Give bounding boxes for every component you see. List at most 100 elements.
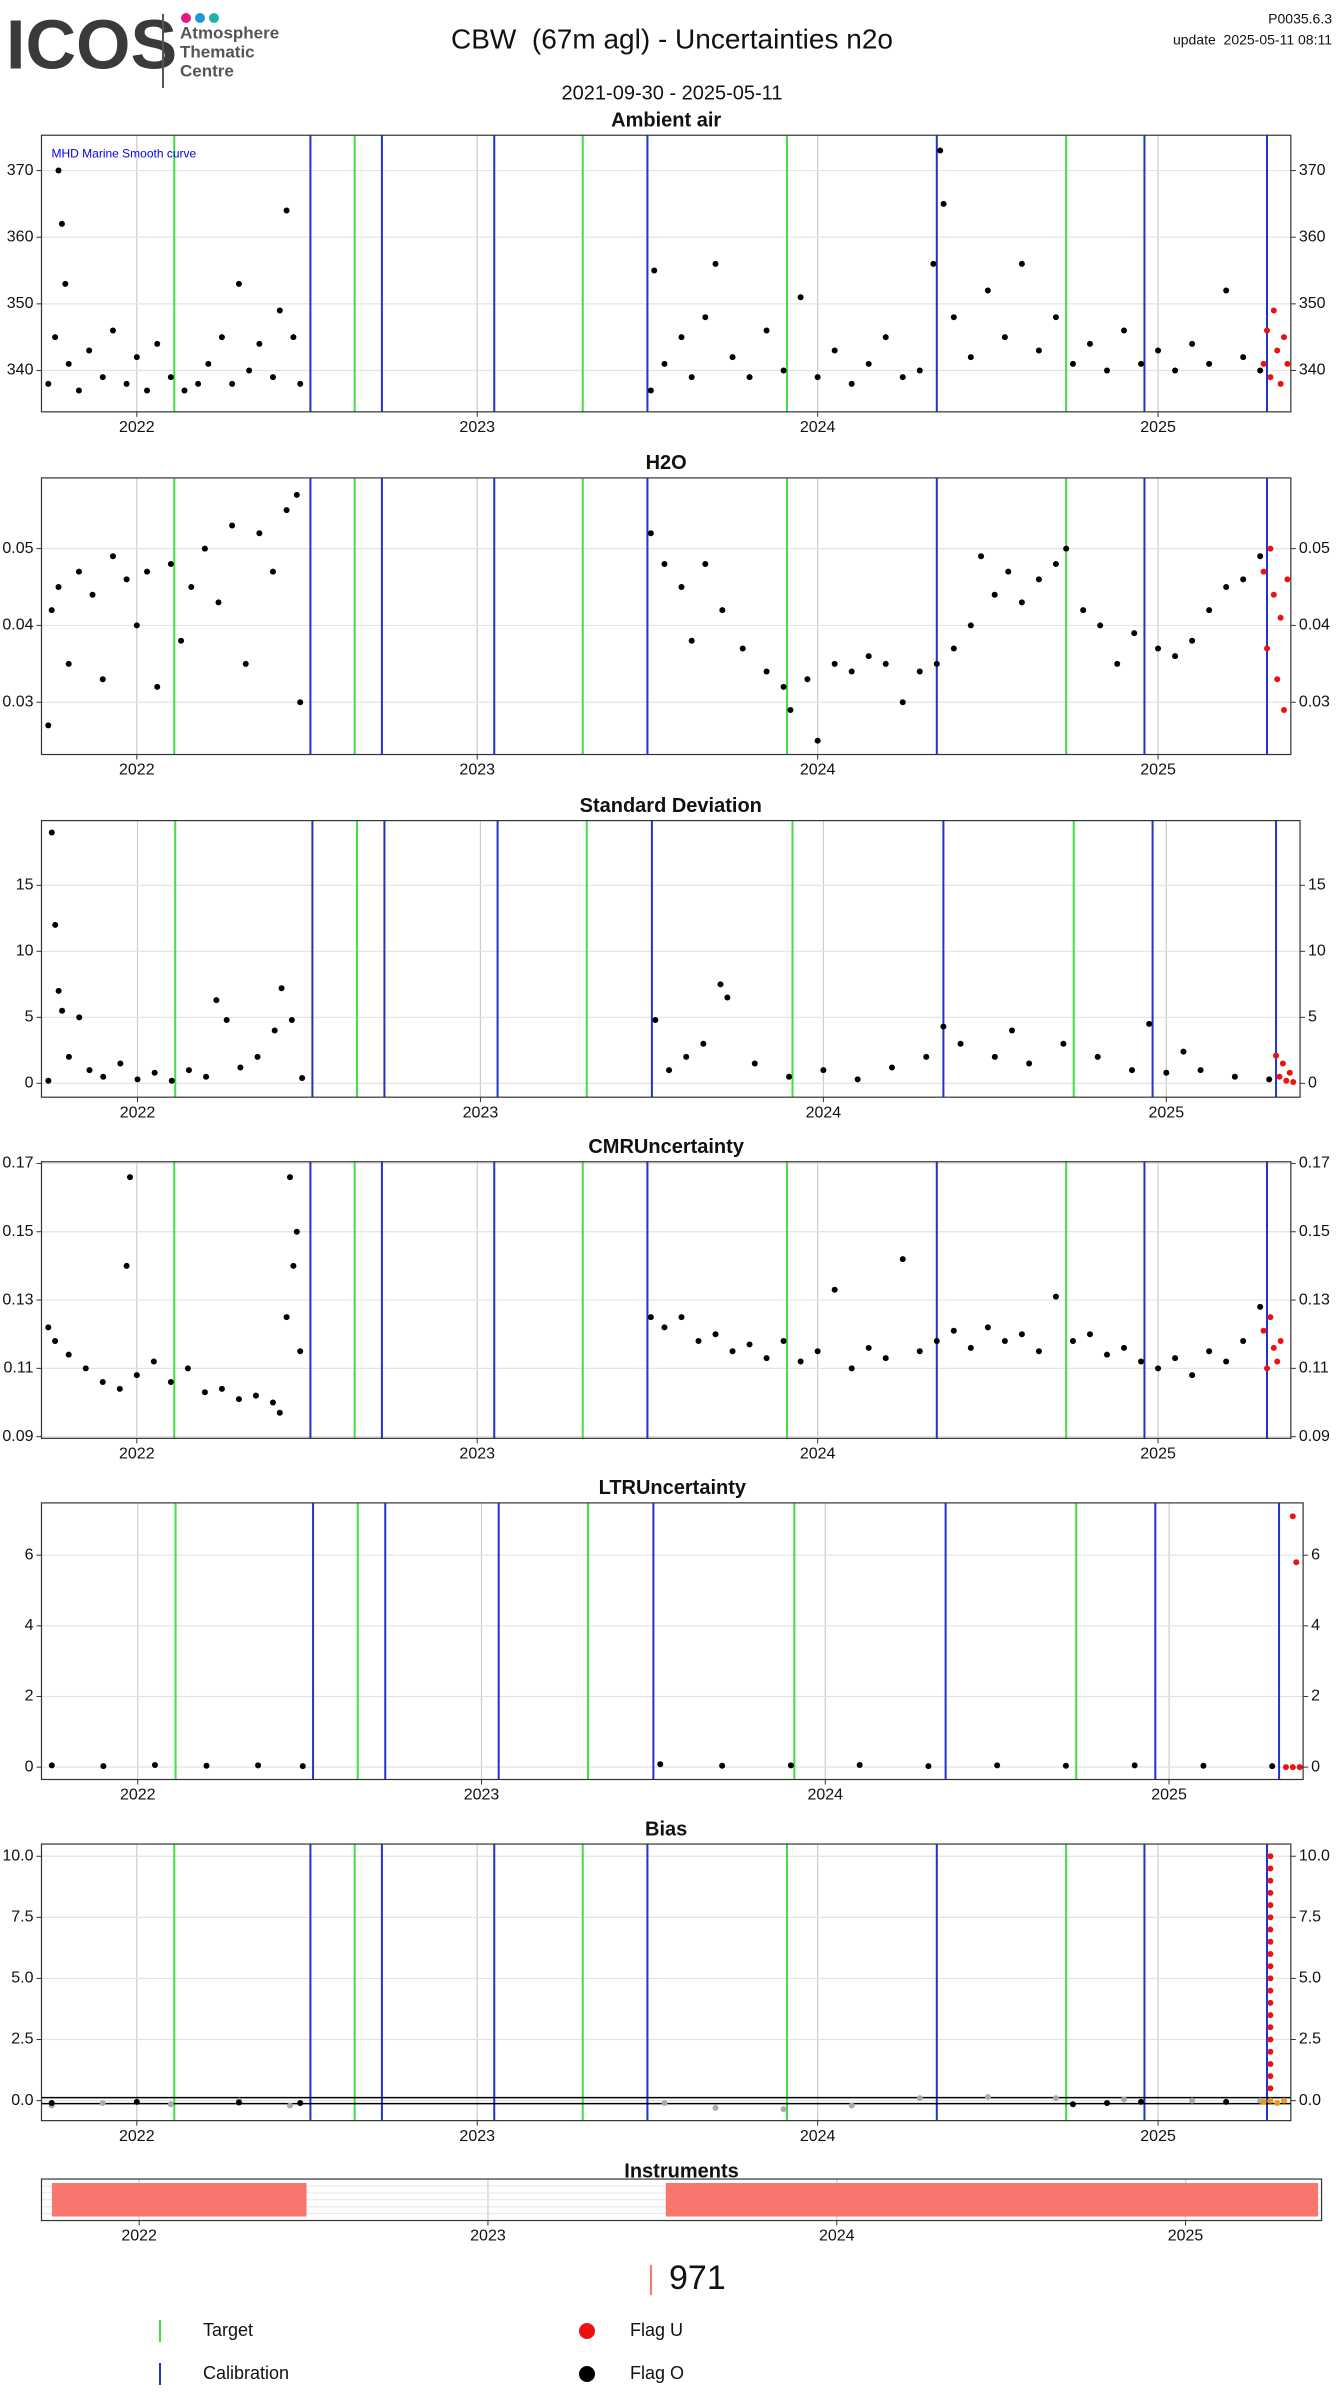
data-point	[933, 660, 940, 667]
x-tick-label: 2024	[806, 1104, 842, 1121]
data-point	[256, 340, 263, 347]
data-point	[1289, 1764, 1296, 1771]
data-point	[1290, 1079, 1297, 1086]
x-tick-label: 2023	[459, 762, 495, 779]
y-tick-label: 0.05	[1299, 540, 1330, 557]
data-point	[1086, 340, 1093, 347]
data-point	[848, 380, 855, 387]
data-point	[1197, 1067, 1204, 1074]
y-tick-label: 10	[1308, 943, 1326, 960]
data-point	[933, 1338, 940, 1345]
data-point	[252, 1392, 259, 1399]
x-tick-label: 2024	[807, 1787, 843, 1804]
annotation: MHD Marine Smooth curve	[51, 146, 196, 160]
y-tick-label: 0.04	[1299, 617, 1330, 634]
data-point	[1052, 2095, 1059, 2102]
data-point	[167, 2101, 174, 2108]
data-point	[1121, 327, 1128, 334]
data-point	[848, 668, 855, 675]
data-point	[203, 1073, 210, 1080]
data-point	[1001, 334, 1008, 341]
data-point	[1277, 614, 1284, 621]
data-point	[950, 1327, 957, 1334]
data-point	[1062, 1762, 1069, 1769]
data-point	[1267, 2097, 1274, 2104]
data-point	[299, 1763, 306, 1770]
data-point	[1240, 576, 1247, 583]
data-point	[831, 660, 838, 667]
data-point	[1276, 1073, 1283, 1080]
data-point	[661, 2100, 668, 2107]
data-point	[181, 387, 188, 394]
data-point	[930, 260, 937, 267]
data-point	[780, 367, 787, 374]
data-point	[1008, 1027, 1015, 1034]
data-point	[1289, 1513, 1296, 1520]
x-tick-label: 2025	[1151, 1787, 1187, 1804]
data-point	[297, 2100, 304, 2107]
data-point	[1138, 1358, 1145, 1365]
data-point	[45, 722, 52, 729]
plot-area	[41, 1502, 1304, 1780]
data-point	[286, 2102, 293, 2109]
x-tick-label: 2022	[119, 2128, 155, 2145]
legend-label: Flag U	[630, 2320, 683, 2340]
data-point	[1121, 2096, 1128, 2103]
data-point	[657, 1761, 664, 1768]
data-point	[215, 599, 222, 606]
data-point	[123, 380, 130, 387]
data-point	[916, 668, 923, 675]
data-point	[1267, 1865, 1274, 1872]
data-point	[1103, 1351, 1110, 1358]
data-point	[994, 1762, 1001, 1769]
data-point	[99, 676, 106, 683]
data-point	[62, 280, 69, 287]
data-point	[712, 2104, 719, 2111]
data-point	[1277, 380, 1284, 387]
data-point	[235, 1396, 242, 1403]
data-point	[661, 360, 668, 367]
data-point	[286, 1174, 293, 1181]
data-point	[256, 530, 263, 537]
data-point	[283, 1314, 290, 1321]
data-point	[116, 1385, 123, 1392]
data-point	[763, 1355, 770, 1362]
data-point	[1131, 1762, 1138, 1769]
data-point	[290, 1262, 297, 1269]
data-point	[1018, 260, 1025, 267]
data-point	[1172, 1355, 1179, 1362]
data-point	[1035, 576, 1042, 583]
y-tick-label: 4	[1311, 1617, 1320, 1634]
data-point	[185, 1067, 192, 1074]
data-point	[1086, 1331, 1093, 1338]
data-point	[86, 347, 93, 354]
x-tick-label: 2023	[464, 1787, 500, 1804]
data-point	[702, 560, 709, 567]
data-point	[1267, 1914, 1274, 1921]
y-tick-label: 5	[25, 1009, 34, 1026]
y-tick-label: 6	[1311, 1546, 1320, 1563]
data-point	[899, 1256, 906, 1263]
data-point	[1206, 1348, 1213, 1355]
data-point	[76, 1014, 83, 1021]
data-point	[1223, 287, 1230, 294]
x-tick-label: 2022	[119, 1446, 155, 1463]
data-point	[89, 591, 96, 598]
data-point	[1267, 1975, 1274, 1982]
y-tick-label: 2	[1311, 1688, 1320, 1705]
y-tick-label: 7.5	[11, 1909, 33, 1926]
data-point	[1146, 1020, 1153, 1027]
data-point	[1267, 2012, 1274, 2019]
data-point	[218, 334, 225, 341]
data-point	[1121, 1344, 1128, 1351]
data-point	[1267, 1926, 1274, 1933]
data-point	[283, 207, 290, 214]
data-point	[854, 1076, 861, 1083]
data-point	[1060, 1040, 1067, 1047]
data-point	[751, 1060, 758, 1067]
y-tick-label: 0.04	[2, 617, 33, 634]
logo-dot	[195, 13, 205, 23]
data-point	[712, 1331, 719, 1338]
data-point	[1267, 1950, 1274, 1957]
y-tick-label: 7.5	[1299, 1909, 1321, 1926]
